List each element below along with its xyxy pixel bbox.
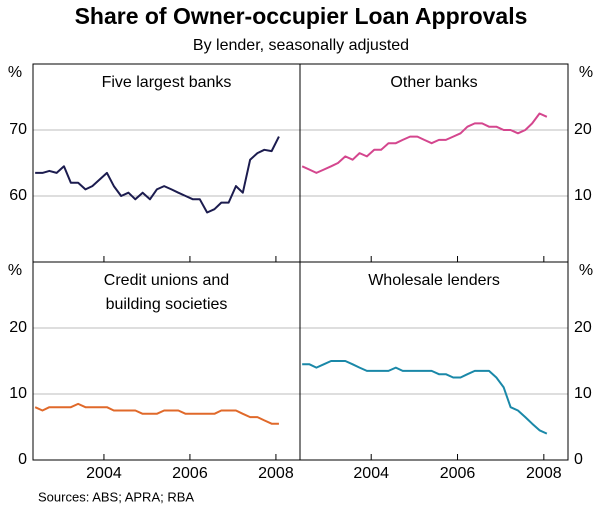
chart-title: Share of Owner-occupier Loan Approvals bbox=[75, 3, 528, 29]
panel-title: building societies bbox=[106, 296, 228, 313]
panel-frame bbox=[299, 63, 569, 263]
y-unit-label: % bbox=[579, 262, 593, 279]
y-tick-label: 0 bbox=[574, 451, 583, 468]
panel-title: Other banks bbox=[390, 74, 477, 91]
x-tick-label: 2008 bbox=[258, 465, 294, 482]
x-tick-label: 2006 bbox=[172, 465, 208, 482]
x-tick-label: 2006 bbox=[440, 465, 476, 482]
panel-frame bbox=[32, 261, 301, 461]
y-unit-label: % bbox=[579, 64, 593, 81]
panel-title: Five largest banks bbox=[102, 74, 232, 91]
y-unit-label: % bbox=[8, 262, 22, 279]
data-line bbox=[34, 402, 279, 425]
y-tick-label: 10 bbox=[574, 385, 592, 402]
y-unit-label: % bbox=[8, 64, 22, 81]
y-tick-label: 20 bbox=[574, 319, 592, 336]
y-tick-label: 10 bbox=[9, 385, 27, 402]
y-tick-label: 70 bbox=[9, 121, 27, 138]
data-line bbox=[302, 360, 548, 435]
y-tick-label: 60 bbox=[9, 187, 27, 204]
panel-title: Credit unions and bbox=[104, 272, 229, 289]
data-line bbox=[35, 136, 280, 214]
panel-frame bbox=[32, 63, 301, 263]
panel-title: Wholesale lenders bbox=[368, 272, 500, 289]
source-note: Sources: ABS; APRA; RBA bbox=[38, 489, 194, 504]
y-tick-label: 20 bbox=[574, 121, 592, 138]
panel-frame bbox=[299, 261, 569, 461]
y-tick-label: 0 bbox=[18, 451, 27, 468]
y-tick-label: 10 bbox=[574, 187, 592, 204]
data-line bbox=[301, 112, 548, 174]
x-tick-label: 2004 bbox=[353, 465, 389, 482]
x-tick-label: 2004 bbox=[86, 465, 122, 482]
chart-subtitle: By lender, seasonally adjusted bbox=[193, 37, 409, 54]
y-tick-label: 20 bbox=[9, 319, 27, 336]
x-tick-label: 2008 bbox=[526, 465, 562, 482]
